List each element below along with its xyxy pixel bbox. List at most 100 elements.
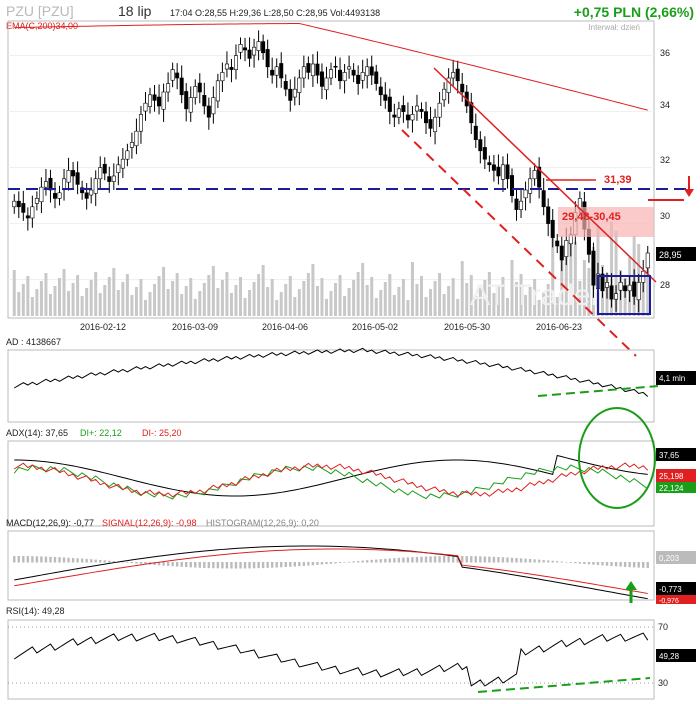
macd-panel bbox=[7, 530, 655, 601]
down-arrow-head-icon bbox=[684, 189, 694, 197]
histogram-bar bbox=[135, 562, 138, 564]
volume-bar bbox=[12, 270, 16, 316]
candle-body bbox=[442, 88, 447, 101]
histogram-bar bbox=[17, 556, 20, 563]
volume-bar bbox=[370, 277, 374, 316]
volume-bar bbox=[533, 279, 537, 316]
histogram-bar bbox=[85, 558, 88, 563]
histogram-bar bbox=[212, 562, 215, 569]
volume-bar bbox=[478, 288, 482, 316]
candle-body bbox=[315, 63, 320, 76]
histogram-bar bbox=[126, 562, 129, 563]
candle-body bbox=[550, 219, 555, 238]
volume-bar bbox=[116, 290, 120, 316]
candle-body bbox=[270, 69, 275, 76]
volume-bar bbox=[510, 260, 514, 316]
volume-bar bbox=[21, 284, 25, 316]
volume-bar bbox=[306, 273, 310, 316]
candle-body bbox=[437, 102, 442, 118]
rsi-value-box bbox=[656, 649, 696, 662]
date-label: 18 lip bbox=[118, 3, 152, 19]
histogram-bar bbox=[433, 556, 437, 563]
candle-body bbox=[541, 190, 546, 208]
candle-body bbox=[125, 150, 130, 160]
signal-line bbox=[14, 548, 648, 594]
trend-line-solid bbox=[433, 67, 657, 283]
watermark: AT Trader bbox=[470, 279, 601, 312]
candle-body bbox=[428, 119, 433, 129]
candle-body bbox=[627, 284, 632, 292]
volume-bar bbox=[225, 272, 229, 316]
histogram-bar bbox=[352, 561, 355, 563]
histogram-bar bbox=[53, 556, 57, 563]
candle-body bbox=[469, 102, 474, 124]
candle-body bbox=[473, 125, 478, 140]
volume-bar bbox=[460, 261, 464, 316]
candle-body bbox=[419, 109, 424, 112]
volume-bar bbox=[121, 282, 125, 316]
volume-bar bbox=[62, 269, 66, 316]
candle-body bbox=[378, 86, 383, 96]
candle-body bbox=[333, 65, 338, 68]
macd-histogram bbox=[13, 556, 649, 569]
candle-body bbox=[306, 63, 311, 73]
histogram-bar bbox=[144, 562, 147, 565]
candle-body bbox=[618, 282, 623, 291]
volume-bar bbox=[388, 274, 392, 316]
candle-body bbox=[98, 167, 103, 180]
histogram-bar bbox=[474, 556, 477, 563]
candle-body bbox=[491, 164, 496, 171]
macd-label: MACD(12,26,9): -0,77 bbox=[6, 518, 94, 528]
histogram-bar bbox=[556, 561, 559, 563]
candle-body bbox=[107, 176, 112, 182]
histogram-bar bbox=[266, 562, 269, 568]
candle-body bbox=[93, 178, 98, 194]
candle-body bbox=[301, 66, 306, 79]
candle-body bbox=[478, 139, 483, 152]
histogram-bar bbox=[506, 557, 509, 563]
histogram-bar bbox=[239, 562, 242, 569]
histogram-bar bbox=[497, 557, 500, 563]
histogram-bar bbox=[175, 562, 179, 567]
histogram-bar bbox=[99, 559, 102, 563]
volume-bar bbox=[641, 283, 645, 316]
volume-bar bbox=[546, 284, 550, 316]
volume-bar bbox=[302, 281, 306, 316]
volume-bar bbox=[180, 294, 184, 316]
volume-bar bbox=[365, 285, 369, 316]
candle-body bbox=[52, 193, 57, 199]
candle-body bbox=[43, 181, 48, 188]
candle-body bbox=[21, 203, 26, 213]
candle-body bbox=[179, 77, 184, 96]
ad-panel bbox=[7, 349, 655, 423]
candle-body bbox=[591, 250, 596, 286]
histogram-bar bbox=[429, 556, 432, 563]
candle-body bbox=[211, 97, 216, 115]
histogram-bar bbox=[49, 556, 52, 563]
volume-bar bbox=[171, 281, 175, 316]
histogram-bar bbox=[89, 559, 93, 563]
volume-bar bbox=[76, 275, 80, 316]
candle-body bbox=[279, 63, 284, 79]
y-tick: 34 bbox=[660, 100, 670, 110]
volume-bar bbox=[248, 290, 252, 316]
volume-bar bbox=[275, 300, 279, 316]
histogram-bar bbox=[420, 556, 423, 563]
candle-body bbox=[433, 116, 438, 133]
volume-bar bbox=[48, 294, 52, 316]
volume-bar bbox=[143, 300, 147, 316]
volume-bar bbox=[71, 283, 75, 316]
volume-bar bbox=[207, 275, 211, 316]
histogram-bar bbox=[537, 559, 541, 563]
volume-bar bbox=[501, 277, 505, 316]
candle-body bbox=[528, 178, 533, 194]
volume-bar bbox=[189, 278, 193, 316]
volume-bar bbox=[320, 278, 324, 316]
rsi-panel bbox=[7, 619, 655, 700]
candle-body bbox=[175, 72, 180, 79]
ad-trend-line bbox=[537, 385, 659, 397]
trend-line-dashed bbox=[401, 129, 637, 357]
candle-body bbox=[387, 96, 392, 112]
volume-bar bbox=[587, 268, 591, 316]
x-tick: 2016-05-30 bbox=[444, 322, 490, 332]
